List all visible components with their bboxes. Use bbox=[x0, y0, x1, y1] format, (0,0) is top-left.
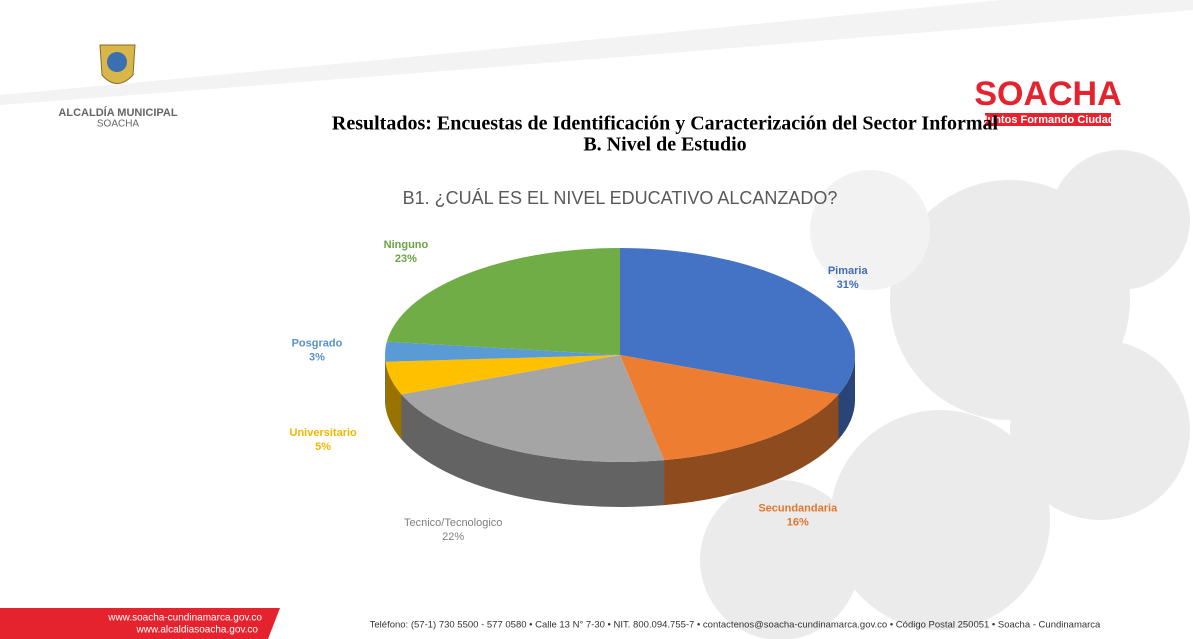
swoosh bbox=[0, 0, 1193, 105]
slice-value-label: 16% bbox=[787, 516, 809, 528]
website: www.alcaldiasoacha.gov.co bbox=[135, 625, 258, 636]
slice-label: Posgrado bbox=[292, 338, 343, 350]
slice bbox=[385, 355, 620, 395]
slice-value-label: 3% bbox=[309, 352, 325, 364]
slice-value-label: 22% bbox=[442, 531, 464, 543]
slice-side bbox=[838, 355, 855, 440]
logo bbox=[99, 44, 136, 84]
slice-value-label: 23% bbox=[395, 253, 417, 265]
page-title: Resultados: Encuestas de Identificación … bbox=[332, 113, 999, 135]
slice-label: Ninguno bbox=[384, 239, 429, 251]
logo-text: ALCALDÍA MUNICIPAL bbox=[58, 106, 177, 119]
footer-contact: Teléfono: (57-1) 730 5500 - 577 0580 • C… bbox=[370, 620, 1101, 631]
slice-side bbox=[385, 361, 402, 440]
brand: SOACHA bbox=[974, 75, 1121, 113]
slice-label: Secundandaria bbox=[758, 502, 838, 514]
pie: Pimaria 31% Secundandaria 16% Tecnico/Tecnol… bbox=[290, 239, 869, 543]
slice-side bbox=[401, 394, 665, 507]
slice-value-label: 5% bbox=[315, 441, 331, 453]
slogan: Juntos Formando Ciudad bbox=[981, 114, 1114, 126]
slice-label: Tecnico/Tecnologico bbox=[404, 517, 502, 529]
footer-band bbox=[0, 608, 280, 639]
slice bbox=[385, 341, 620, 362]
page-title: B. Nivel de Estudio bbox=[583, 134, 746, 156]
slice bbox=[401, 355, 665, 462]
slogan-bg bbox=[985, 113, 1111, 126]
slice-label: Universitario bbox=[290, 427, 358, 439]
slice bbox=[386, 248, 620, 355]
logo-text: SOACHA bbox=[97, 119, 140, 130]
slice-side bbox=[664, 394, 839, 506]
slice bbox=[620, 248, 855, 395]
chart-title: B1. ¿CUÁL ES EL NIVEL EDUCATIVO ALCANZAD… bbox=[403, 188, 838, 208]
slice-label: Pimaria bbox=[828, 265, 869, 277]
watermark bbox=[700, 150, 1190, 639]
slice-value-label: 31% bbox=[837, 279, 859, 291]
slice bbox=[620, 355, 839, 461]
website: www.soacha-cundinamarca.gov.co bbox=[107, 613, 262, 624]
